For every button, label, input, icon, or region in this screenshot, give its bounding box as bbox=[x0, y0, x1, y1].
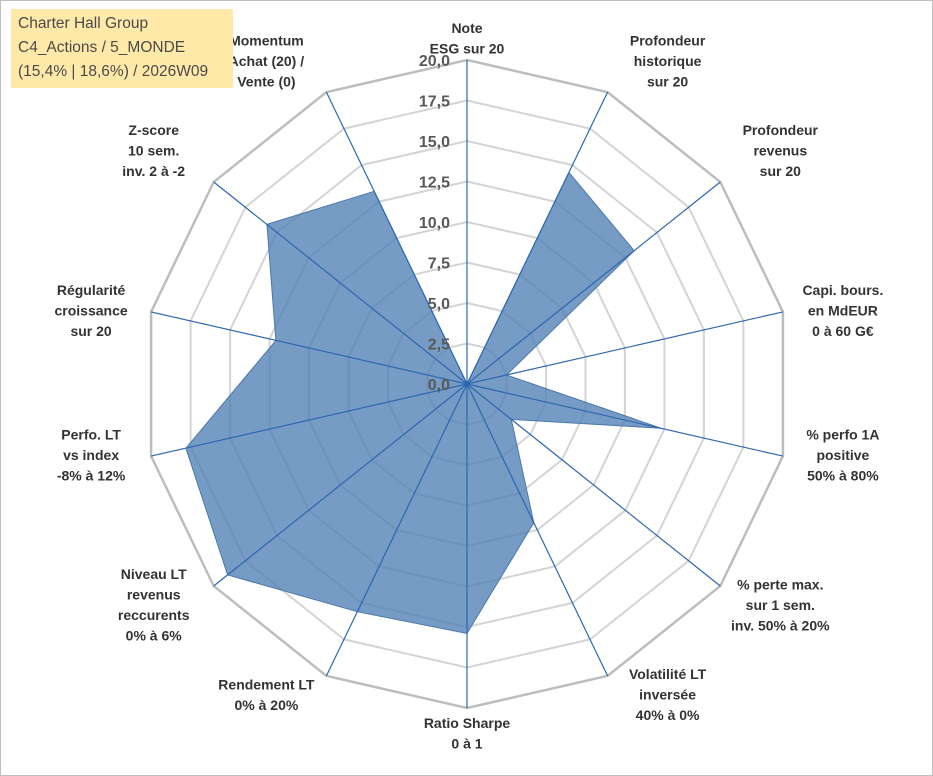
category-label-line: sur 1 sem. bbox=[746, 597, 815, 613]
title-company: Charter Hall Group bbox=[18, 15, 149, 32]
category-label-line: sur 20 bbox=[647, 73, 688, 89]
tick-label: 20,0 bbox=[419, 53, 450, 70]
axis-spoke bbox=[213, 383, 468, 587]
category-label-line: % perte max. bbox=[737, 576, 823, 592]
category-label-line: reccurents bbox=[118, 607, 190, 623]
category-label-line: 0% à 6% bbox=[126, 628, 183, 644]
category-label: Z-score 10 sem. inv. 2 à -2 bbox=[122, 122, 185, 179]
category-label-line: Perfo. LT bbox=[61, 426, 121, 442]
tick-label: 10,0 bbox=[419, 215, 450, 232]
category-label-line: Z-score bbox=[128, 122, 179, 138]
category-label: Ratio Sharpe 0 à 1 bbox=[424, 715, 511, 752]
category-label-line: revenus bbox=[127, 587, 181, 603]
category-label-line: Régularité bbox=[57, 282, 126, 298]
category-label: % perfo 1A positive 50% à 80% bbox=[806, 426, 879, 483]
category-label: Note ESG sur 20 bbox=[430, 20, 505, 57]
category-label-line: 40% à 0% bbox=[636, 707, 700, 723]
category-label: Rendement LT 0% à 20% bbox=[218, 676, 315, 713]
category-label: Niveau LT revenus reccurents 0% à 6% bbox=[118, 566, 190, 644]
category-label: Capi. bours. en MdEUR 0 à 60 G€ bbox=[802, 282, 883, 339]
axis-spoke bbox=[466, 181, 721, 385]
category-label-line: historique bbox=[634, 53, 702, 69]
axis-spoke bbox=[466, 91, 609, 385]
axis-spoke bbox=[325, 383, 468, 677]
tick-label: 17,5 bbox=[419, 94, 450, 111]
category-label-line: Rendement LT bbox=[218, 676, 315, 692]
tick-label: 2,5 bbox=[428, 337, 450, 354]
title-category: C4_Actions / 5_MONDE bbox=[18, 39, 186, 56]
axis-spoke bbox=[466, 311, 784, 385]
category-label-line: sur 20 bbox=[70, 323, 111, 339]
category-label: Profondeur historique sur 20 bbox=[630, 32, 706, 89]
category-label-line: croissance bbox=[55, 303, 128, 319]
category-label: Perfo. LT vs index -8% à 12% bbox=[57, 426, 126, 483]
category-label-line: Momentum bbox=[229, 32, 304, 48]
category-label: Volatilité LT inversée 40% à 0% bbox=[629, 666, 707, 723]
category-label-line: Profondeur bbox=[630, 32, 706, 48]
tick-label: 15,0 bbox=[419, 134, 450, 151]
category-label-line: 0 à 1 bbox=[451, 736, 482, 752]
category-label-line: inv. 50% à 20% bbox=[731, 617, 830, 633]
category-label-line: 50% à 80% bbox=[807, 467, 879, 483]
category-label-line: ESG sur 20 bbox=[430, 41, 505, 57]
tick-label: 7,5 bbox=[428, 256, 450, 273]
axis-spoke bbox=[213, 181, 468, 385]
category-label: Momentum Achat (20) / Vente (0) bbox=[229, 32, 305, 89]
category-label-line: 10 sem. bbox=[128, 143, 179, 159]
radial-tick-labels: 0,0 2,5 5,0 7,5 10,0 12,5 15,0 17,5 20,0 bbox=[419, 53, 450, 394]
axis-spoke bbox=[150, 311, 468, 385]
category-label-line: Capi. bours. bbox=[802, 282, 883, 298]
axis-spoke bbox=[325, 91, 468, 385]
series-area bbox=[185, 171, 662, 635]
category-label-line: en MdEUR bbox=[808, 303, 878, 319]
category-label-line: vs index bbox=[63, 447, 119, 463]
category-label-line: 0% à 20% bbox=[234, 697, 298, 713]
category-label-line: Ratio Sharpe bbox=[424, 715, 511, 731]
category-label-line: Niveau LT bbox=[121, 566, 187, 582]
category-labels: Note ESG sur 20 Profondeur historique sur 20… bbox=[55, 20, 884, 752]
category-label-line: Achat (20) / bbox=[229, 53, 305, 69]
category-label: Régularité croissance sur 20 bbox=[55, 282, 128, 339]
category-label-line: Note bbox=[451, 20, 482, 36]
tick-label: 5,0 bbox=[428, 296, 450, 313]
category-label-line: revenus bbox=[753, 143, 807, 159]
category-label-line: inversée bbox=[639, 687, 696, 703]
category-label-line: % perfo 1A bbox=[806, 426, 879, 442]
category-label-line: positive bbox=[816, 447, 869, 463]
axis-spoke bbox=[466, 383, 784, 457]
axis-spoke bbox=[150, 383, 468, 457]
tick-label: 12,5 bbox=[419, 175, 450, 192]
axis-spoke bbox=[466, 383, 609, 677]
radar-spokes bbox=[150, 60, 784, 708]
tick-label: 0,0 bbox=[428, 377, 450, 394]
category-label: Profondeur revenus sur 20 bbox=[743, 122, 819, 179]
category-label-line: Volatilité LT bbox=[629, 666, 707, 682]
category-label: % perte max. sur 1 sem. inv. 50% à 20% bbox=[731, 576, 830, 633]
category-label-line: sur 20 bbox=[760, 163, 801, 179]
axis-spoke bbox=[466, 383, 721, 587]
category-label-line: Vente (0) bbox=[237, 73, 295, 89]
title-stats: (15,4% | 18,6%) / 2026W09 bbox=[18, 63, 209, 80]
radar-series bbox=[185, 171, 662, 635]
chart-title-box: Charter Hall Group C4_Actions / 5_MONDE … bbox=[11, 9, 233, 88]
category-label-line: 0 à 60 G€ bbox=[812, 323, 874, 339]
category-label-line: -8% à 12% bbox=[57, 467, 126, 483]
category-label-line: Profondeur bbox=[743, 122, 819, 138]
category-label-line: inv. 2 à -2 bbox=[122, 163, 185, 179]
